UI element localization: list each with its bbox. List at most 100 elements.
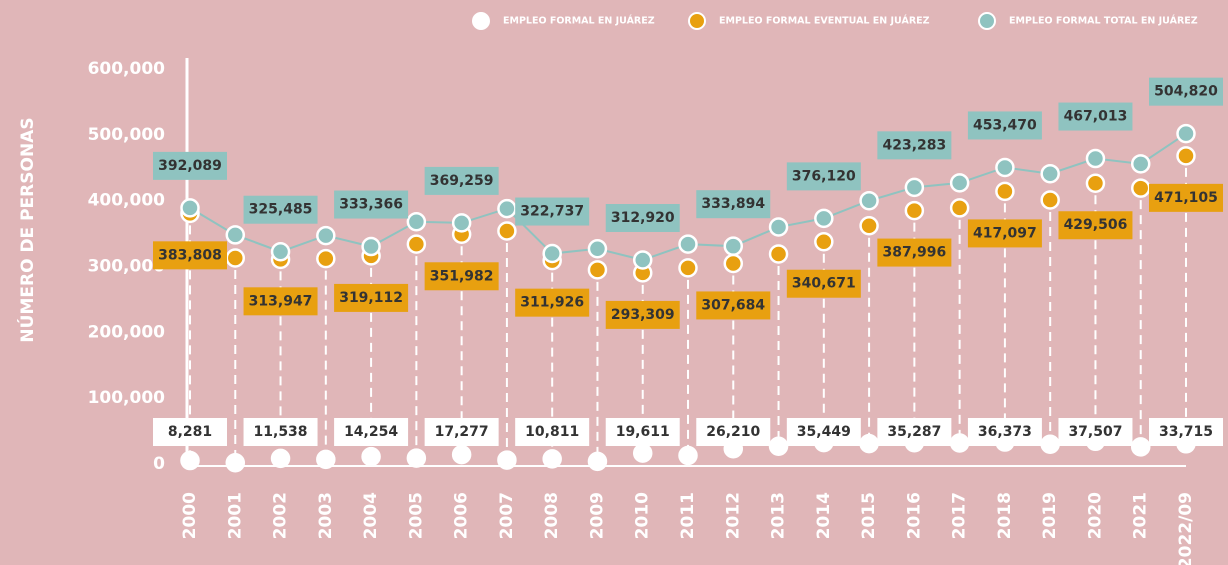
point [859, 190, 879, 211]
point [949, 173, 970, 193]
point [225, 452, 246, 473]
point [723, 253, 744, 274]
value-label-box [243, 195, 318, 224]
value-label-box [515, 288, 590, 317]
value-label: 293,309 [611, 307, 675, 323]
point [768, 217, 789, 237]
point [632, 250, 653, 270]
point [497, 221, 517, 241]
point [270, 448, 291, 469]
point [316, 248, 336, 269]
x-tick-label: 2007 [497, 492, 517, 539]
point [1085, 173, 1106, 193]
point [225, 225, 246, 245]
value-label: 35,449 [797, 424, 851, 440]
x-tick-label: 2002 [271, 492, 291, 539]
y-tick-label: 500,000 [88, 125, 166, 145]
value-label-box [1058, 418, 1133, 446]
x-tick-label: 2014 [814, 492, 834, 539]
value-label-box [1149, 183, 1223, 212]
x-tick-label: 2012 [723, 492, 743, 539]
value-label: 333,894 [701, 196, 765, 212]
value-label: 351,982 [430, 268, 494, 284]
value-label-box [334, 418, 409, 446]
value-label: 340,671 [792, 276, 856, 292]
value-label-box [243, 418, 318, 446]
value-label: 387,996 [882, 245, 946, 261]
point [1040, 190, 1060, 210]
x-tick-label: 2013 [769, 492, 789, 539]
value-label-box [967, 111, 1042, 140]
point [1130, 437, 1151, 457]
point [1040, 163, 1060, 184]
value-label-box [605, 300, 680, 329]
point [316, 225, 336, 246]
value-label: 369,259 [430, 173, 494, 189]
value-label: 313,947 [249, 293, 313, 309]
value-label: 312,920 [611, 210, 675, 226]
y-tick-label: 100,000 [88, 388, 166, 408]
value-label-box [1149, 418, 1223, 446]
point [406, 212, 427, 232]
value-label: 423,283 [882, 137, 946, 153]
value-label-box [1149, 77, 1223, 106]
value-label: 392,089 [158, 158, 222, 174]
y-tick-label: 400,000 [88, 191, 166, 211]
point [859, 433, 879, 454]
x-tick-label: 2017 [950, 492, 970, 539]
value-label-box [786, 269, 861, 298]
point [497, 450, 517, 470]
y-tick-label: 600,000 [88, 59, 166, 79]
value-label: 325,485 [249, 202, 313, 218]
point [995, 181, 1015, 202]
value-label-box [153, 151, 227, 180]
value-label-box [696, 418, 771, 446]
value-label-box [605, 418, 680, 446]
x-tick-label: 2016 [904, 492, 924, 539]
point [587, 239, 608, 259]
point [678, 234, 698, 254]
x-tick-label: 2020 [1085, 492, 1105, 539]
point [542, 243, 562, 264]
value-label: 376,120 [792, 168, 856, 184]
point [904, 200, 925, 221]
value-label-box [877, 238, 952, 267]
point [587, 451, 608, 472]
value-label-box [786, 418, 861, 446]
point [361, 236, 381, 257]
value-label-box [786, 162, 861, 191]
value-label-box [424, 262, 499, 291]
x-tick-label: 2001 [225, 492, 245, 539]
value-label-box [424, 418, 499, 446]
point [1130, 178, 1151, 198]
point [814, 208, 834, 229]
value-label: 467,013 [1064, 109, 1128, 125]
value-label-box [967, 219, 1042, 248]
y-tick-label: 0 [153, 454, 165, 474]
point [949, 198, 970, 218]
legend-label: EMPLEO FORMAL EN JUÁREZ [503, 15, 655, 27]
point [497, 198, 517, 219]
value-label: 429,506 [1064, 217, 1128, 233]
value-label: 26,210 [706, 424, 760, 440]
point [361, 446, 381, 467]
point [1176, 146, 1196, 166]
point [678, 445, 698, 466]
value-label: 17,277 [435, 424, 489, 440]
value-label: 36,373 [978, 424, 1032, 440]
value-label-box [424, 166, 499, 195]
x-tick-label: 2005 [406, 492, 426, 539]
x-tick-label: 2019 [1040, 492, 1060, 539]
point [1040, 434, 1060, 455]
value-label-box [334, 283, 409, 312]
value-label-box [967, 418, 1042, 446]
point [225, 248, 246, 268]
y-tick-label: 200,000 [88, 322, 166, 342]
point [768, 436, 789, 456]
x-tick-label: 2003 [316, 492, 336, 539]
point [723, 236, 744, 256]
value-label-box [334, 190, 409, 219]
value-label-box [1058, 211, 1133, 240]
